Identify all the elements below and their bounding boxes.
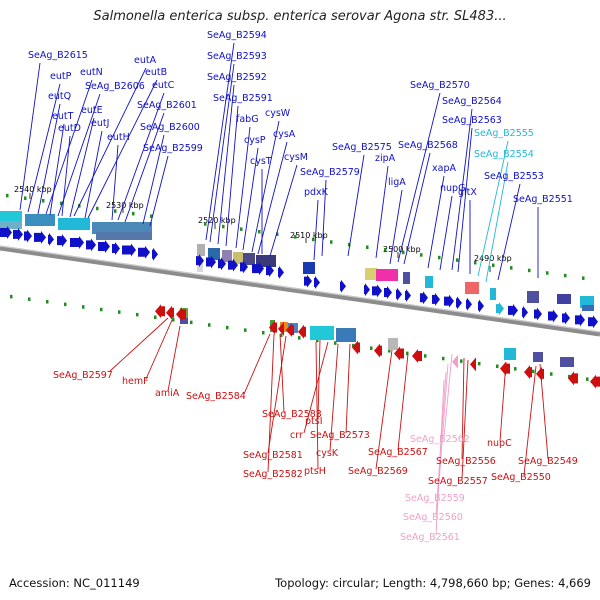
gene-label: crr: [290, 430, 303, 441]
gene-label: SeAg_B2549: [518, 456, 578, 467]
gene-label: cysM: [284, 152, 308, 163]
genome-backbone: [0, 245, 600, 337]
gene-label: SeAg_B2563: [442, 115, 502, 126]
gene-label: eutQ: [48, 91, 71, 102]
gene-label: ptsH: [304, 466, 326, 477]
gene-label: SeAg_B2592: [207, 72, 267, 83]
gene-label: SeAg_B2594: [207, 30, 267, 41]
gene-label: pdxK: [304, 187, 329, 198]
gene-label: SeAg_B2568: [398, 140, 458, 151]
gene-label: SeAg_B2564: [442, 96, 502, 107]
tick-label: 2520 kbp: [198, 216, 236, 225]
gene-labels: SeAg_B2615 eutP eutN eutA eutQ eutBSeAg_B2606…: [28, 30, 578, 543]
reverse-gene-arrows: [155, 304, 600, 389]
gene-label: SeAg_B2551: [513, 194, 573, 205]
gene-label: cysW: [265, 108, 291, 119]
gene-label: cysA: [273, 129, 296, 140]
gene-label: nupC: [487, 438, 512, 449]
gene-label: SeAg_B2591: [213, 93, 273, 104]
gene-label: SeAg_B2550: [491, 472, 551, 483]
gene-label: cysT: [250, 156, 272, 167]
reverse-strand-features: [180, 308, 574, 367]
gene-label: SeAg_B2615: [28, 50, 88, 61]
gene-label: SeAg_B2582: [243, 469, 303, 480]
gene-label: cysK: [316, 448, 339, 459]
gene-label: SeAg_B2553: [484, 171, 544, 182]
gene-label: SeAg_B2554: [474, 149, 534, 160]
gene-label: zipA: [375, 153, 396, 164]
gene-label: gltX: [458, 187, 477, 198]
gene-label: SeAg_B2575: [332, 142, 392, 153]
gene-label: eutC: [152, 80, 175, 91]
gene-label: eutB: [145, 67, 167, 78]
gc-skew-dots: [6, 193, 589, 381]
forward-gene-arrows: [0, 226, 598, 329]
gene-label: cysP: [244, 135, 266, 146]
gene-label: eutE: [81, 105, 103, 116]
tick-label: 2510 kbp: [290, 231, 328, 240]
gene-label: eutA: [134, 55, 157, 66]
topology-label: Topology: circular; Length: 4,798,660 bp…: [275, 576, 591, 590]
gene-label: SeAg_B2593: [207, 51, 267, 62]
tick-label: 2530 kbp: [106, 201, 144, 210]
gene-label: SeAg_B2556: [436, 456, 496, 467]
gene-label: eutJ: [91, 118, 109, 129]
gene-label: SeAg_B2581: [243, 450, 303, 461]
gene-label: fabG: [236, 114, 259, 125]
gene-label: SeAg_B2555: [474, 128, 534, 139]
gene-label: SeAg_B2597: [53, 370, 113, 381]
gene-label: SeAg_B2606: [85, 81, 145, 92]
gene-label: SeAg_B2570: [410, 80, 470, 91]
gene-label: SeAg_B2573: [310, 430, 370, 441]
gene-label: SeAg_B2562: [410, 434, 470, 445]
gene-label: SeAg_B2560: [403, 512, 463, 523]
tick-label: 2540 kbp: [14, 185, 52, 194]
gene-label: xapA: [432, 163, 456, 174]
gene-label: SeAg_B2559: [405, 493, 465, 504]
gene-label: amiA: [155, 388, 180, 399]
tick-label: 2500 kbp: [383, 245, 421, 254]
accession-label: Accession: NC_011149: [9, 576, 140, 590]
gene-label: SeAg_B2569: [348, 466, 408, 477]
gene-label: eutH: [107, 132, 130, 143]
gene-label: eutT: [52, 111, 74, 122]
gene-label: eutD: [58, 123, 81, 134]
gene-label: eutP: [50, 71, 72, 82]
gene-label: SeAg_B2599: [143, 143, 203, 154]
gene-label: SeAg_B2584: [186, 391, 246, 402]
gene-label: SeAg_B2583: [262, 409, 322, 420]
label-leader-lines: [19, 42, 549, 536]
map-title: Salmonella enterica subsp. enterica sero…: [93, 9, 507, 24]
gene-label: ligA: [388, 177, 406, 188]
gene-label: SeAg_B2567: [368, 447, 428, 458]
genome-backbone-highlight: [0, 245, 600, 333]
gene-label: SeAg_B2601: [137, 100, 197, 111]
gene-label: SeAg_B2579: [300, 167, 360, 178]
tick-label: 2490 kbp: [474, 254, 512, 263]
gene-label: nupG: [440, 183, 465, 194]
gene-label: ptsI: [305, 416, 323, 427]
scale-ticks: 2540 kbp 2530 kbp 2520 kbp 2510 kbp 2500…: [14, 185, 512, 272]
gene-label: eutN: [80, 67, 103, 78]
gene-label: SeAg_B2557: [428, 476, 488, 487]
gene-label: SeAg_B2600: [140, 122, 200, 133]
gene-label: SeAg_B2561: [400, 532, 460, 543]
gene-label: hemF: [122, 376, 149, 387]
